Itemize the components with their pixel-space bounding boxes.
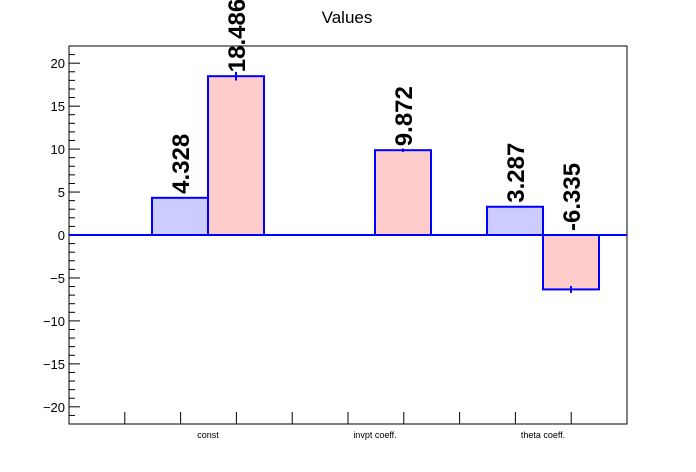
y-tick-label: 20 bbox=[51, 56, 65, 71]
bar bbox=[486, 205, 544, 237]
y-tick-label: 5 bbox=[58, 185, 65, 200]
bar bbox=[374, 149, 432, 237]
plot-area: −20 −15 −10 −5 0 5 10 15 20 const invpt coeff. thet… bbox=[43, 0, 628, 440]
y-tick-label: 0 bbox=[58, 228, 65, 243]
x-category-label: const bbox=[197, 430, 219, 440]
bar bbox=[207, 75, 265, 236]
y-tick-label: 15 bbox=[51, 99, 65, 114]
data-label: 18.486 bbox=[224, 0, 251, 72]
bar bbox=[542, 234, 600, 291]
y-tick-label: −15 bbox=[43, 357, 65, 372]
y-tick-label: −20 bbox=[43, 400, 65, 415]
data-label: 4.328 bbox=[168, 134, 195, 194]
data-label: 9.872 bbox=[391, 86, 418, 146]
data-label: 3.287 bbox=[503, 143, 530, 203]
x-category-label: theta coeff. bbox=[521, 430, 565, 440]
x-category-label: invpt coeff. bbox=[353, 430, 396, 440]
chart-title: Values bbox=[322, 8, 373, 27]
y-tick-label: 10 bbox=[51, 142, 65, 157]
bar bbox=[151, 196, 209, 236]
data-label: -6.335 bbox=[559, 163, 586, 231]
y-tick-label: −5 bbox=[50, 271, 65, 286]
y-tick-label: −10 bbox=[43, 314, 65, 329]
